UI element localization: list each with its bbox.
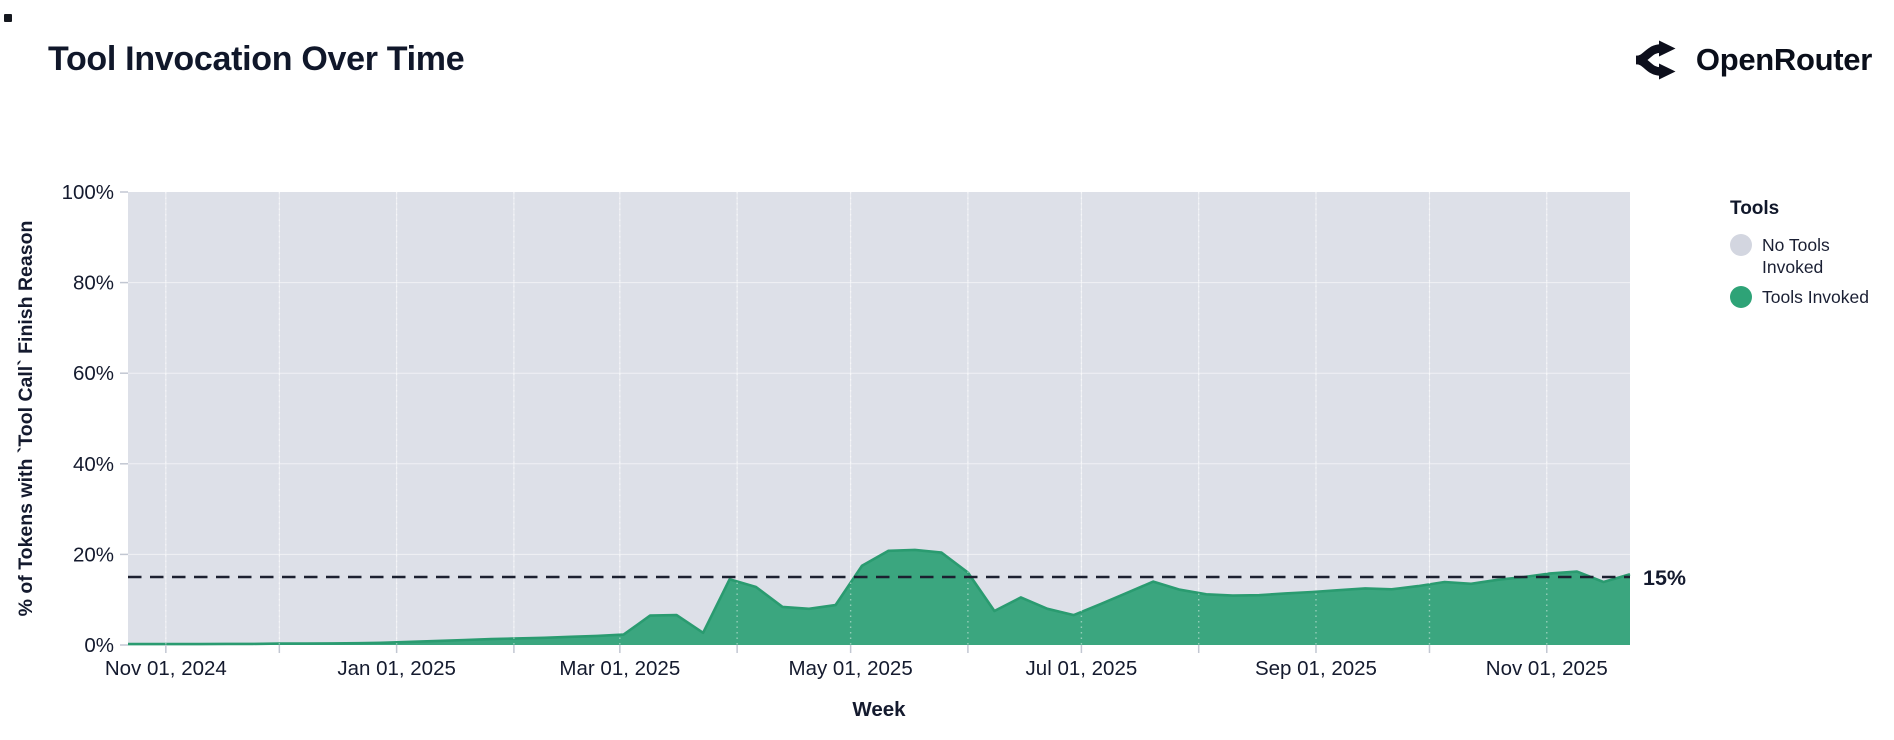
x-tick-label: Jan 01, 2025 (337, 657, 456, 680)
openrouter-logo[interactable]: OpenRouter (1634, 36, 1872, 84)
legend-title: Tools (1730, 198, 1780, 219)
tools-invoked-area[interactable] (128, 549, 1630, 645)
reference-line-label: 15% (1643, 566, 1686, 590)
x-tick-label: Mar 01, 2025 (559, 657, 680, 680)
page-title: Tool Invocation Over Time (48, 40, 465, 78)
legend-item-no-tools[interactable]: No Tools Invoked (1730, 234, 1888, 278)
tools-invoked-swatch-icon (1730, 286, 1752, 309)
chart-legend: Tools No Tools Invoked Tools Invoked (1730, 198, 1888, 318)
y-tick-label: 100% (62, 181, 114, 204)
y-tick-label: 80% (73, 272, 114, 295)
y-axis-title: % of Tokens with `Tool Call` Finish Reas… (15, 221, 37, 617)
x-axis-title: Week (852, 698, 906, 721)
y-tick-label: 0% (84, 634, 114, 657)
y-tick-label: 40% (73, 453, 114, 476)
x-tick-label: Sep 01, 2025 (1255, 657, 1377, 680)
y-tick-label: 60% (73, 362, 114, 385)
legend-item-label: Tools Invoked (1762, 287, 1870, 308)
y-tick-label: 20% (73, 543, 114, 566)
tools-invoked-line (128, 548, 1631, 646)
no-tools-swatch-icon (1730, 234, 1752, 256)
legend-item-label: No Tools Invoked (1762, 235, 1830, 277)
x-tick-label: May 01, 2025 (789, 657, 913, 680)
corner-mark (4, 14, 12, 22)
legend-item-tools-invoked[interactable]: Tools Invoked (1730, 286, 1888, 309)
x-tick-label: Jul 01, 2025 (1026, 657, 1138, 680)
x-tick-label: Nov 01, 2025 (1486, 657, 1608, 680)
openrouter-icon (1635, 40, 1676, 80)
brand-name: OpenRouter (1695, 42, 1872, 77)
x-tick-label: Nov 01, 2024 (105, 657, 227, 680)
